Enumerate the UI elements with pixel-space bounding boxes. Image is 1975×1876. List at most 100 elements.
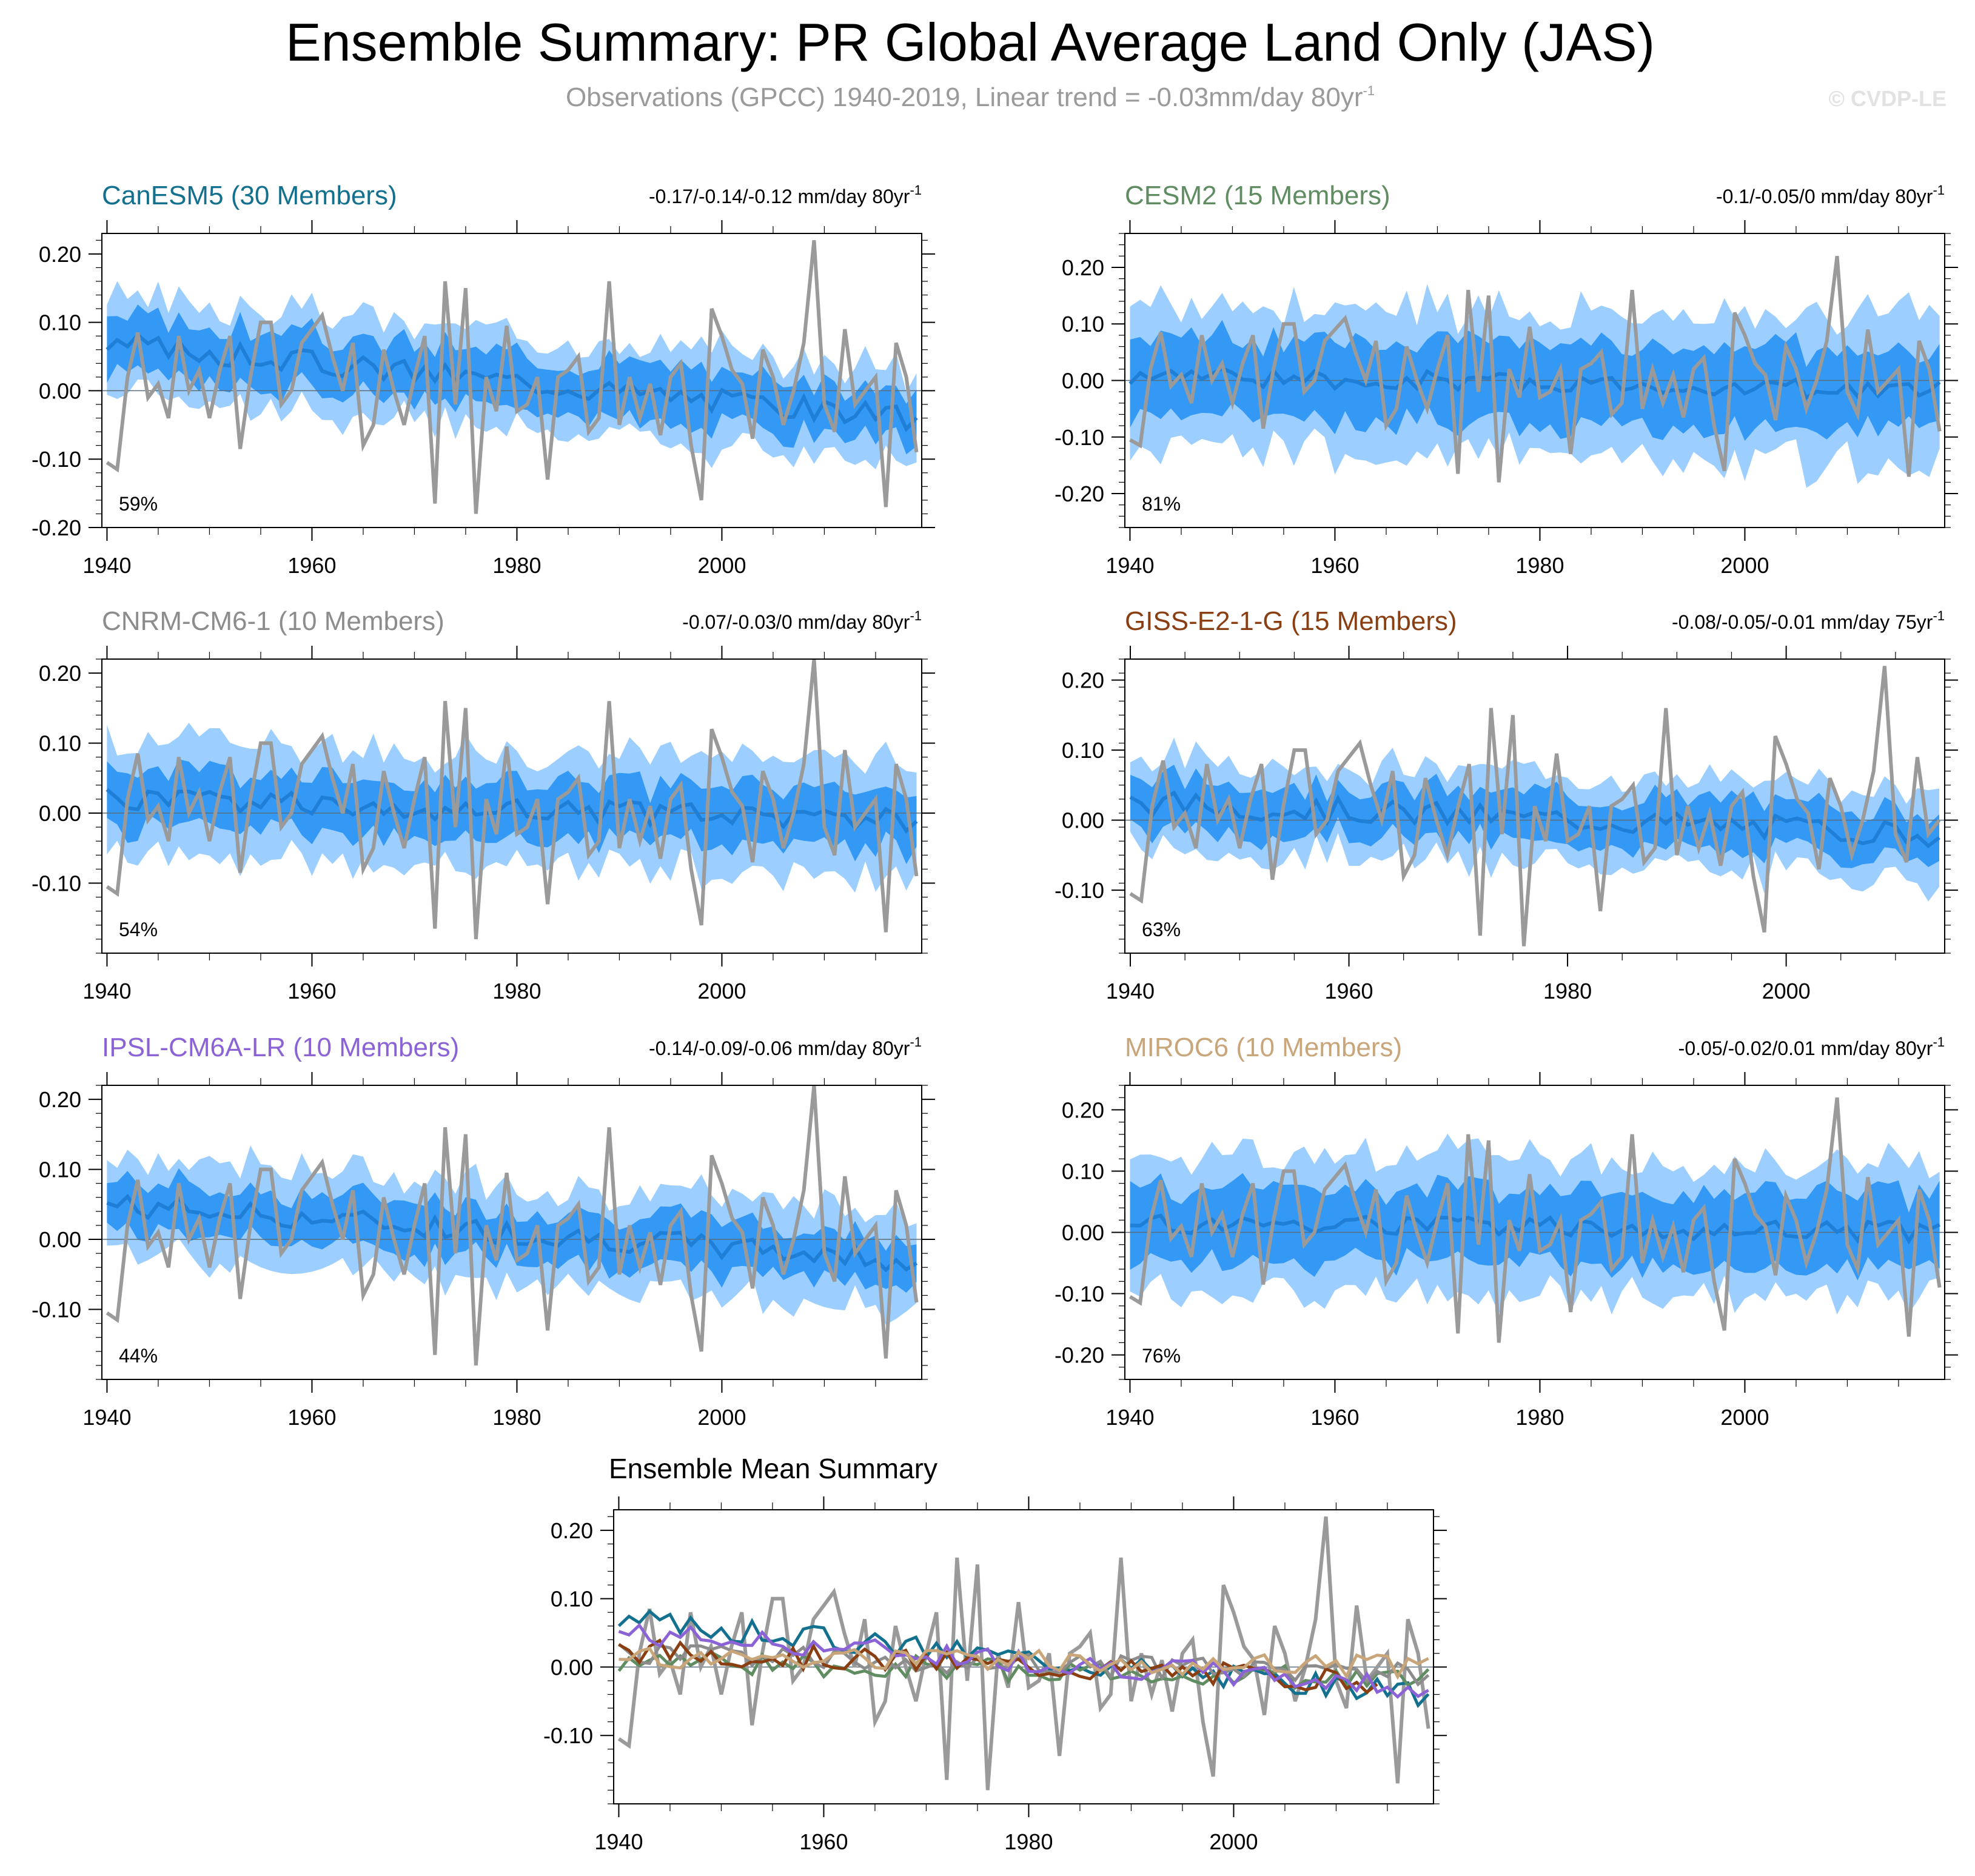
x-tick-label: 1940: [594, 1829, 643, 1854]
panel-title: CanESM5 (30 Members): [102, 181, 397, 210]
x-tick-label: 2000: [697, 553, 746, 578]
panel-title: MIROC6 (10 Members): [1125, 1033, 1402, 1062]
observations-line: [106, 1085, 919, 1366]
plot-area: [102, 240, 922, 514]
y-tick-label: 0.20: [1062, 1097, 1104, 1122]
panel-percent: 59%: [119, 493, 158, 515]
spread-inner-band: [1130, 1173, 1940, 1281]
x-tick-label: 1980: [1004, 1829, 1053, 1854]
trend-text: -0.14/-0.09/-0.06 mm/day 80yr: [649, 1037, 910, 1059]
panel-title: CNRM-CM6-1 (10 Members): [102, 606, 444, 636]
y-tick-label: -0.20: [1055, 481, 1104, 506]
x-tick-label: 1940: [82, 1405, 131, 1430]
x-tick-label: 2000: [1209, 1829, 1258, 1854]
panel-trend: -0.14/-0.09/-0.06 mm/day 80yr-1: [649, 1034, 922, 1059]
x-tick-label: 1980: [1543, 979, 1592, 1003]
x-tick-label: 2000: [1720, 1405, 1769, 1430]
panel-frame: [1124, 658, 1945, 954]
x-tick-label: 1940: [82, 553, 131, 578]
y-tick-label: 0.20: [39, 661, 81, 686]
panel-frame: [101, 658, 922, 954]
figure-title: Ensemble Summary: PR Global Average Land…: [286, 12, 1655, 72]
ensemble-mean-title: Ensemble Mean Summary: [609, 1453, 937, 1484]
observations-line: [1129, 666, 1941, 946]
plot-area: [1125, 666, 1945, 946]
trend-superscript: -1: [910, 608, 922, 623]
y-tick-label: 0.10: [1062, 312, 1104, 337]
panel-cesm2: 0.20 0.10 0.00 -0.10 -0.20 1940 1960 1980 2000 CE…: [1055, 181, 1958, 578]
x-tick-label: 1980: [492, 979, 541, 1003]
y-tick-label: -0.10: [32, 871, 81, 896]
x-tick-label: 2000: [1720, 553, 1769, 578]
y-tick-label: 0.00: [39, 378, 81, 403]
panel-percent: 76%: [1142, 1345, 1181, 1367]
y-tick-label: -0.10: [1055, 425, 1104, 450]
x-tick-label: 1960: [1310, 553, 1359, 578]
panel-percent: 63%: [1142, 919, 1181, 940]
trend-text: -0.05/-0.02/0.01 mm/day 80yr: [1678, 1037, 1933, 1059]
panel-cnrm-cm6-1: 0.20 0.10 0.00 -0.10 1940 1960 1980 2000 CNRM-CM…: [32, 606, 935, 1003]
y-tick-label: 0.00: [1062, 808, 1104, 833]
y-tick-label: 0.20: [1062, 255, 1104, 280]
y-tick-label: 0.10: [1062, 1159, 1104, 1184]
plot-area: [102, 659, 922, 940]
y-tick-label: -0.10: [543, 1723, 593, 1748]
observations-line: [106, 240, 919, 514]
panel-title: IPSL-CM6A-LR (10 Members): [102, 1033, 459, 1062]
x-tick-label: 2000: [697, 979, 746, 1003]
x-tick-label: 1960: [287, 553, 336, 578]
trend-superscript: -1: [910, 1034, 922, 1050]
ensemble-mean-line: [106, 1193, 918, 1273]
y-tick-label: -0.10: [32, 1298, 81, 1322]
y-tick-label: 0.10: [551, 1587, 593, 1612]
panel-percent: 54%: [119, 919, 158, 940]
y-tick-label: 0.00: [1062, 1221, 1104, 1245]
plot-area: [102, 1085, 922, 1366]
y-tick-label: 0.00: [551, 1655, 593, 1680]
y-tick-label: 0.20: [39, 242, 81, 267]
panel-frame: [613, 1509, 1434, 1804]
panel-trend: -0.08/-0.05/-0.01 mm/day 75yr-1: [1672, 608, 1945, 633]
trend-text: -0.1/-0.05/0 mm/day 80yr: [1716, 186, 1933, 207]
y-tick-label: 0.20: [39, 1087, 81, 1112]
x-tick-label: 1960: [1324, 979, 1373, 1003]
observations-line: [106, 659, 919, 940]
y-tick-label: 0.10: [39, 731, 81, 756]
x-tick-label: 2000: [1762, 979, 1811, 1003]
plot-area: [614, 1516, 1433, 1791]
plot-area: [1125, 1097, 1945, 1343]
panel-title: CESM2 (15 Members): [1125, 181, 1390, 210]
trend-superscript: -1: [1933, 1034, 1945, 1050]
trend-text: -0.08/-0.05/-0.01 mm/day 75yr: [1672, 611, 1933, 633]
y-tick-label: 0.10: [39, 1157, 81, 1182]
figure-subtitle: Observations (GPCC) 1940-2019, Linear tr…: [566, 82, 1375, 112]
trend-superscript: -1: [910, 183, 922, 198]
panel-ipsl-cm6a-lr: 0.20 0.10 0.00 -0.10 1940 1960 1980 2000 IPSL-CM…: [32, 1033, 935, 1430]
x-tick-label: 1980: [1515, 1405, 1564, 1430]
y-tick-label: -0.20: [32, 515, 81, 540]
observations-line: [1128, 1097, 1942, 1343]
x-tick-label: 1960: [287, 1405, 336, 1430]
observations-line: [1129, 255, 1942, 483]
y-tick-label: 0.00: [39, 1227, 81, 1252]
panel-frame: [101, 1085, 922, 1380]
spread-inner-band: [107, 759, 917, 865]
y-tick-label: -0.10: [1055, 1282, 1104, 1307]
x-tick-label: 1940: [1105, 553, 1154, 578]
y-tick-label: 0.20: [551, 1518, 593, 1543]
panel-ensemble-mean: 0.20 0.10 0.00 -0.10 1940 1960 1980 2000 Ensembl…: [543, 1453, 1447, 1854]
subtitle-text: Observations (GPCC) 1940-2019, Linear tr…: [566, 82, 1363, 112]
x-tick-label: 1940: [1105, 1405, 1154, 1430]
panel-title: GISS-E2-1-G (15 Members): [1125, 606, 1457, 636]
panel-trend: -0.07/-0.03/0 mm/day 80yr-1: [682, 608, 922, 633]
panel-percent: 44%: [119, 1345, 158, 1367]
trend-text: -0.17/-0.14/-0.12 mm/day 80yr: [649, 186, 910, 207]
y-tick-label: -0.10: [32, 447, 81, 472]
trend-text: -0.07/-0.03/0 mm/day 80yr: [682, 611, 910, 633]
model-mean-line: [618, 1623, 1429, 1699]
plot-area: [1125, 255, 1945, 488]
x-tick-label: 1960: [799, 1829, 848, 1854]
